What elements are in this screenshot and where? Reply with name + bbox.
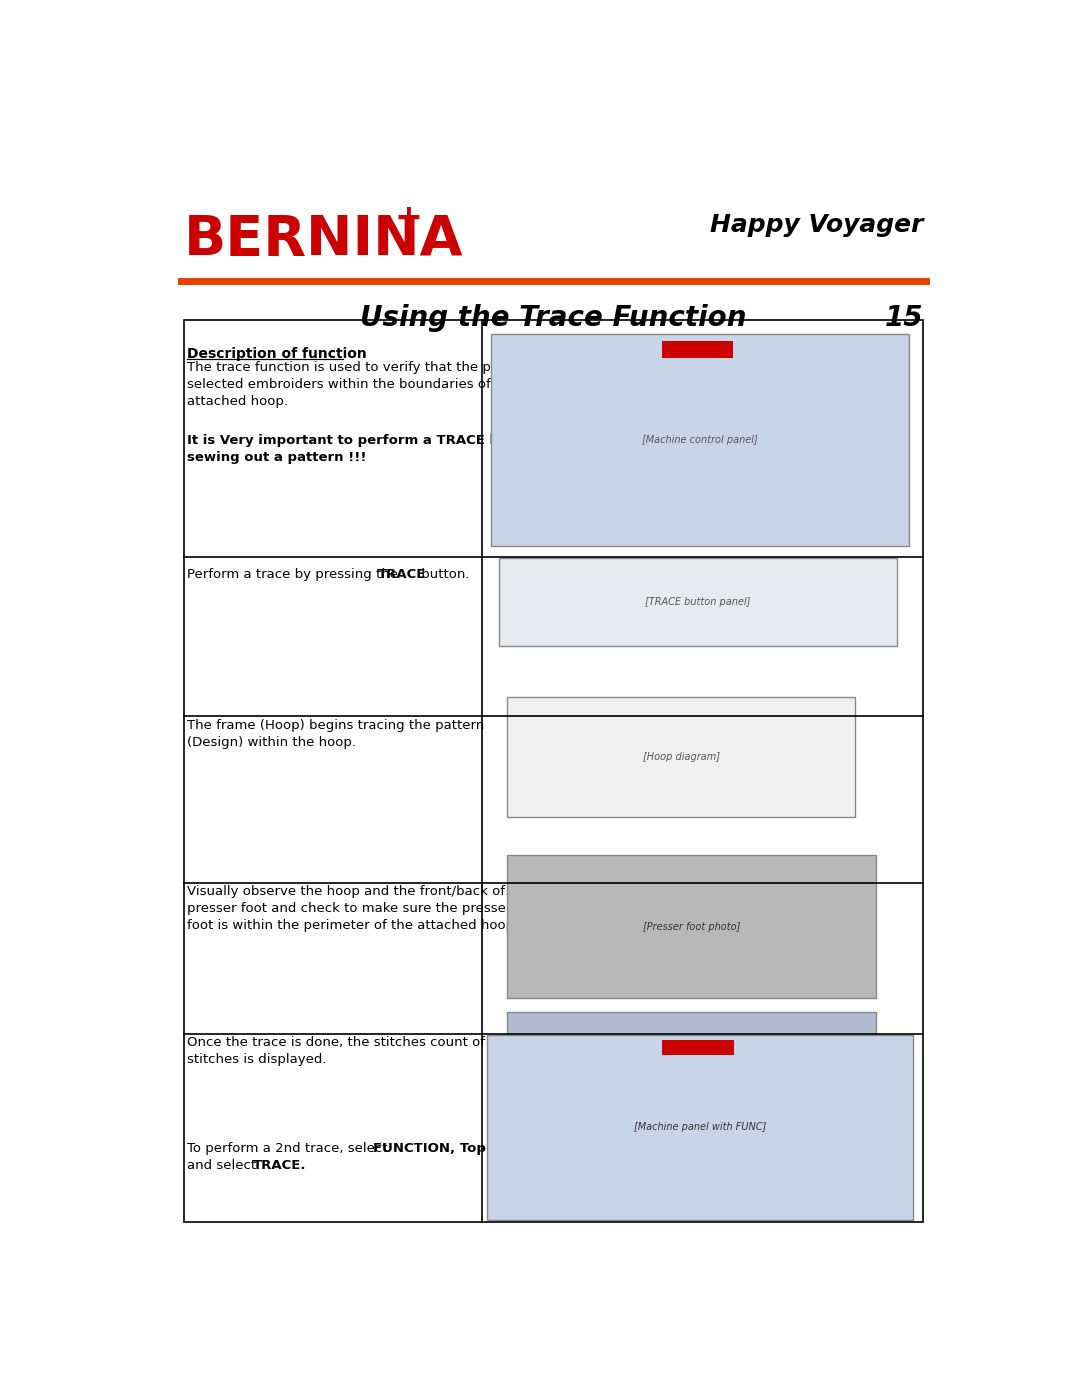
Text: The frame (Hoop) begins tracing the pattern
(Design) within the hoop.: The frame (Hoop) begins tracing the patt… (187, 719, 484, 749)
FancyBboxPatch shape (662, 341, 733, 358)
Text: and select: and select (187, 1160, 260, 1172)
FancyBboxPatch shape (499, 559, 896, 647)
Text: Using the Trace Function: Using the Trace Function (361, 305, 746, 332)
Text: 15: 15 (885, 305, 923, 332)
Text: TRACE: TRACE (378, 567, 427, 581)
Text: FUNCTION, Top: FUNCTION, Top (373, 1143, 486, 1155)
FancyBboxPatch shape (508, 855, 876, 997)
Text: [Machine control panel]: [Machine control panel] (643, 436, 758, 446)
Text: To perform a 2nd trace, select: To perform a 2nd trace, select (187, 1143, 392, 1155)
Text: [Hoop diagram]: [Hoop diagram] (643, 752, 719, 763)
Text: Perform a trace by pressing the: Perform a trace by pressing the (187, 567, 402, 581)
Text: Description of function: Description of function (187, 348, 366, 362)
Text: [Machine panel with FUNC]: [Machine panel with FUNC] (634, 1122, 766, 1132)
Text: The trace function is used to verify that the pattern
selected embroiders within: The trace function is used to verify tha… (187, 362, 531, 408)
FancyBboxPatch shape (508, 1011, 876, 1119)
Text: Once the trace is done, the stitches count of 1024
stitches is displayed.: Once the trace is done, the stitches cou… (187, 1035, 523, 1066)
Text: [1024 stitch count display]: [1024 stitch count display] (626, 1060, 757, 1071)
Text: [Presser foot photo]: [Presser foot photo] (643, 922, 740, 932)
FancyBboxPatch shape (486, 1035, 914, 1220)
FancyBboxPatch shape (490, 334, 909, 546)
Text: +: + (394, 203, 422, 235)
Text: [TRACE button panel]: [TRACE button panel] (645, 598, 751, 608)
FancyBboxPatch shape (508, 697, 855, 817)
Text: Visually observe the hoop and the front/back of
presser foot and check to make s: Visually observe the hoop and the front/… (187, 886, 518, 932)
Text: TRACE.: TRACE. (253, 1160, 307, 1172)
FancyBboxPatch shape (662, 1041, 734, 1055)
Text: Happy Voyager: Happy Voyager (710, 212, 923, 237)
Text: BERNINA: BERNINA (184, 212, 463, 267)
Text: button.: button. (417, 567, 470, 581)
Text: It is Very important to perform a TRACE before
sewing out a pattern !!!: It is Very important to perform a TRACE … (187, 434, 539, 464)
